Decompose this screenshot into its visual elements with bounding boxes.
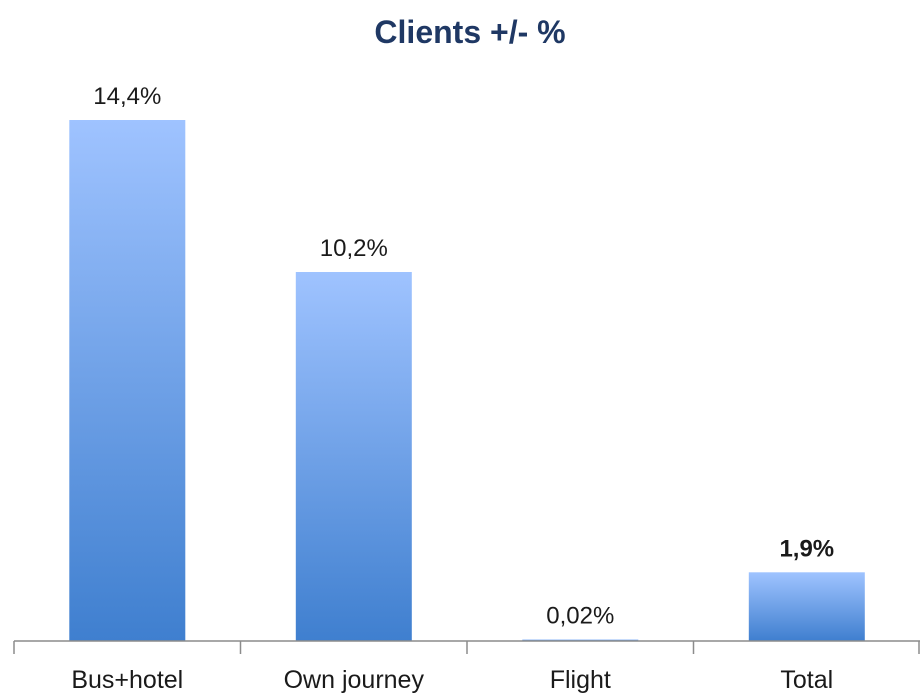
bars-layer [69, 120, 865, 641]
chart-title: Clients +/- % [374, 14, 566, 50]
data-label: 0,02% [546, 603, 614, 630]
data-label: 1,9% [779, 535, 834, 562]
x-tick-label: Total [780, 666, 833, 694]
bar-own-journey [295, 272, 412, 641]
labels-layer: 14,4% Bus+hotel 10,2% Own journey 0,02% Fligh… [71, 83, 834, 694]
bar-bus-hotel [69, 120, 186, 641]
x-tick-label: Flight [550, 666, 611, 694]
data-label: 14,4% [93, 83, 161, 110]
x-axis [13, 640, 920, 654]
x-tick-label: Own journey [284, 666, 425, 694]
bar-total [748, 572, 865, 641]
data-label: 10,2% [320, 235, 388, 262]
x-tick-label: Bus+hotel [71, 666, 183, 694]
